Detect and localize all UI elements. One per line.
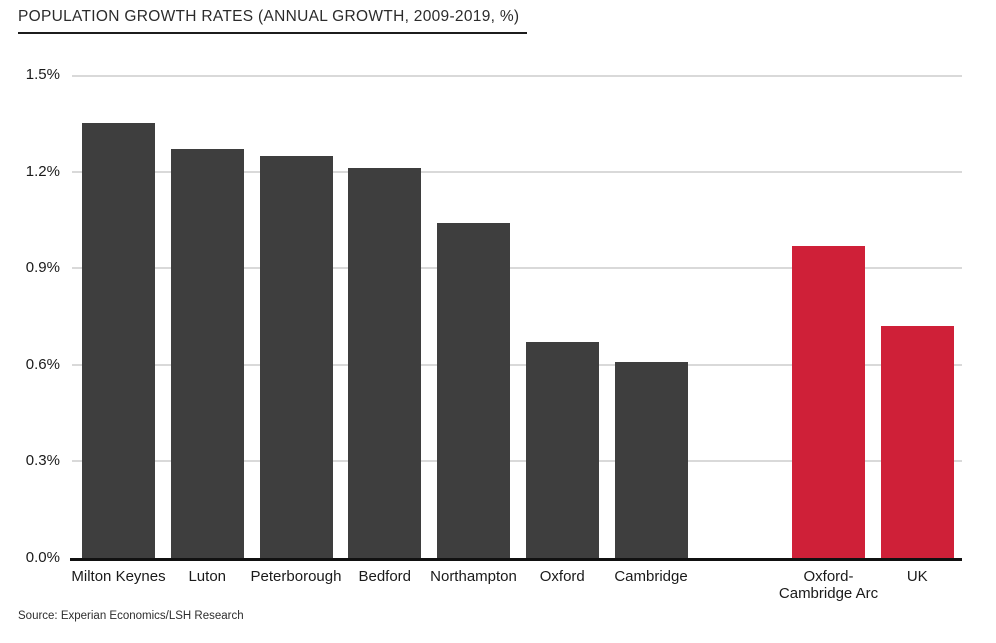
x-axis-label: Oxford- Cambridge Arc bbox=[778, 568, 879, 602]
x-axis-label: Milton Keynes bbox=[71, 568, 166, 585]
gridline bbox=[72, 75, 962, 77]
gridline bbox=[72, 460, 962, 463]
gridline bbox=[72, 363, 962, 366]
x-axis-label: Oxford bbox=[539, 568, 585, 585]
x-axis-label: Luton bbox=[188, 568, 227, 585]
source-note: Source: Experian Economics/LSH Research bbox=[18, 610, 244, 622]
x-axis-label: Peterborough bbox=[250, 568, 342, 585]
y-axis-label: 1.5% bbox=[25, 66, 60, 83]
y-axis-label: 0.6% bbox=[25, 355, 60, 373]
bar-milton-keynes bbox=[82, 123, 155, 558]
y-axis-label: 1.2% bbox=[25, 162, 60, 180]
bar-oxford-cambridge-arc bbox=[792, 245, 865, 558]
bar-northampton bbox=[437, 223, 510, 558]
chart-title: POPULATION GROWTH RATES (ANNUAL GROWTH, … bbox=[18, 8, 520, 25]
gridline bbox=[72, 267, 962, 270]
bar-uk bbox=[880, 326, 954, 558]
bar-peterborough bbox=[259, 155, 333, 558]
bar-bedford bbox=[348, 168, 422, 558]
plot-area: Milton Keynes Luton Peterborough Bedford Nor… bbox=[70, 75, 962, 602]
x-axis-label: Northampton bbox=[430, 568, 517, 585]
bar-oxford bbox=[525, 342, 599, 558]
x-axis-label: UK bbox=[906, 568, 928, 585]
chart-title-block: POPULATION GROWTH RATES (ANNUAL GROWTH, … bbox=[18, 8, 528, 34]
x-axis-label: Cambridge bbox=[614, 568, 688, 585]
y-axis-label: 0.0% bbox=[25, 549, 60, 566]
gridline bbox=[72, 170, 962, 173]
bar-cambridge bbox=[614, 361, 688, 558]
y-axis-label: 0.3% bbox=[25, 452, 60, 470]
bar-luton bbox=[170, 149, 244, 558]
y-axis: 0.0% 0.3% 0.6% 0.9% 1.2% 1.5% bbox=[0, 66, 60, 566]
y-axis-label: 0.9% bbox=[25, 259, 60, 277]
x-axis-label: Bedford bbox=[358, 568, 412, 585]
